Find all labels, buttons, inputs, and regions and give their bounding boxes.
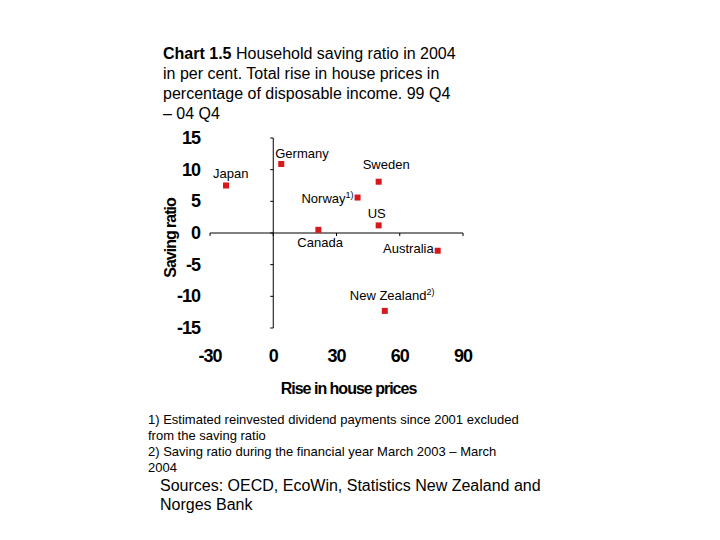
point-label-note: 1) [346, 190, 354, 200]
point-label: Australia [383, 241, 434, 256]
point-label-text: Germany [275, 146, 329, 161]
y-tick [270, 201, 273, 202]
point [355, 195, 361, 201]
y-tick-label: 5 [191, 191, 201, 211]
point-label-text: Canada [297, 235, 343, 250]
point-label: Canada [297, 235, 343, 250]
x-tick-label: 30 [327, 346, 346, 366]
point [382, 308, 388, 314]
point-label: New Zealand2) [350, 287, 435, 303]
y-tick [270, 264, 273, 265]
footnotes: 1) Estimated reinvested dividend payment… [148, 412, 528, 476]
x-axis-label: Rise in house prices [281, 380, 418, 397]
footnote: 2) Saving ratio during the financial yea… [148, 444, 528, 476]
y-tick-label: 15 [182, 128, 201, 148]
y-axis [273, 138, 274, 328]
x-tick-label: 0 [269, 346, 279, 366]
y-axis-label: Saving ratio [162, 197, 179, 278]
x-tick-label: 90 [454, 346, 473, 366]
point [376, 179, 382, 185]
y-tick-label: -10 [177, 286, 201, 306]
chart-number: Chart 1.5 [163, 45, 231, 62]
x-tick-label: 60 [391, 346, 410, 366]
point-label-text: New Zealand [350, 288, 427, 303]
point-label-text: Japan [213, 166, 248, 181]
y-tick [270, 138, 273, 139]
chart: -15 -10 -5 0 5 10 15 -30 0 30 60 90 Rise in house pr… [0, 0, 720, 540]
x-tick [399, 233, 400, 236]
point-label-text: Sweden [363, 157, 410, 172]
y-tick [270, 169, 273, 170]
x-tick-label: -30 [198, 346, 222, 366]
point [435, 248, 441, 254]
x-tick [273, 233, 274, 236]
y-tick [270, 296, 273, 297]
y-tick-label: 0 [191, 223, 201, 243]
y-tick [270, 328, 273, 329]
y-tick-label: -5 [186, 255, 201, 275]
point-label-text: Norway [301, 191, 346, 206]
point-label: US [368, 206, 386, 221]
footnote: 1) Estimated reinvested dividend payment… [148, 412, 528, 444]
point-label-text: US [368, 206, 386, 221]
x-tick [463, 233, 464, 236]
point [278, 161, 284, 167]
y-tick-label: 10 [182, 160, 201, 180]
title: Chart 1.5 Household saving ratio in 2004… [163, 44, 463, 124]
source: Sources: OECD, EcoWin, Statistics New Ze… [160, 476, 560, 514]
point [315, 227, 321, 233]
point-label: Japan [213, 166, 248, 181]
point [376, 222, 382, 228]
y-tick-label: -15 [177, 318, 201, 338]
source-text: Sources: OECD, EcoWin, Statistics New Ze… [160, 477, 541, 513]
point [223, 183, 229, 189]
point-label-note: 2) [426, 287, 434, 297]
x-tick [210, 233, 211, 236]
point-label: Germany [275, 146, 329, 161]
point-label: Sweden [363, 157, 410, 172]
point-label: Norway1) [301, 190, 353, 206]
points [223, 161, 441, 314]
point-label-text: Australia [383, 241, 434, 256]
